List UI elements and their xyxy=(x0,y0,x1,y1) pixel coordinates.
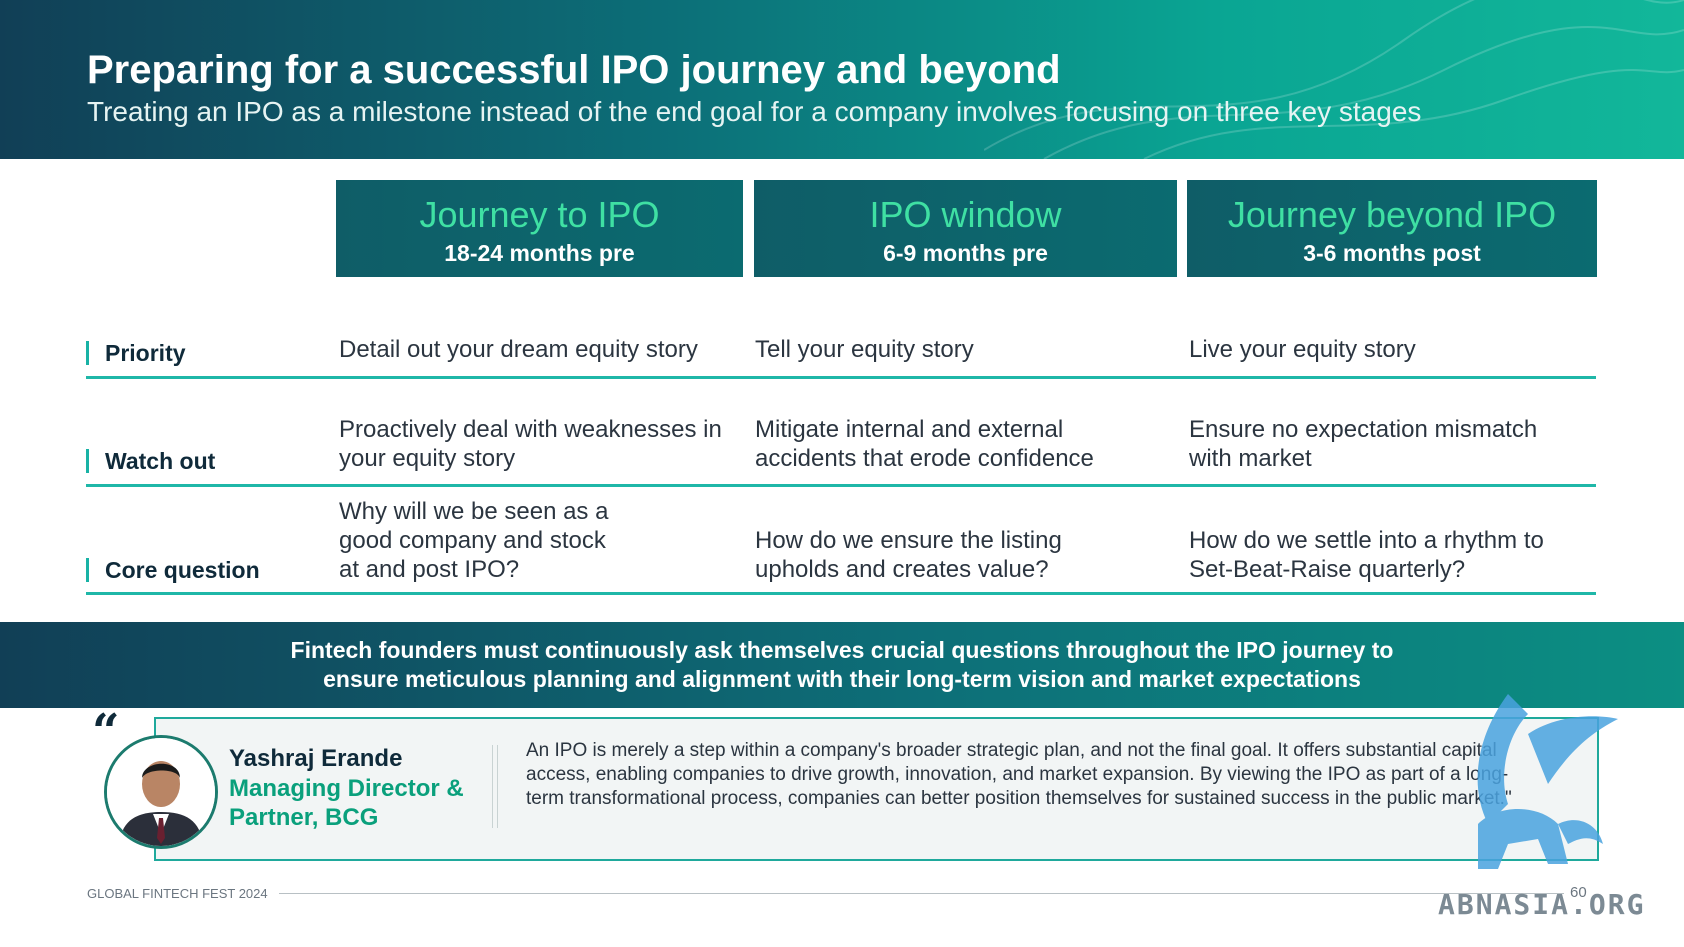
stage-name: Journey to IPO xyxy=(419,194,660,235)
person-name: Yashraj Erande xyxy=(229,745,403,772)
watermark-text: ABNASIA.ORG xyxy=(1438,888,1646,921)
cell-line: good company and stock xyxy=(339,527,606,554)
priority-cell-ipo-window: Tell your equity story xyxy=(755,335,974,364)
watch-out-cell-ipo-window: Mitigate internal and external accidents… xyxy=(755,415,1094,473)
wave-decoration xyxy=(984,0,1684,159)
cell-line: Ensure no expectation mismatch xyxy=(1189,416,1538,443)
row-divider xyxy=(86,484,1596,487)
footer-event-name: GLOBAL FINTECH FEST 2024 xyxy=(87,886,268,901)
stage-header-journey-beyond-ipo: Journey beyond IPO 3-6 months post xyxy=(1187,180,1597,277)
cell-line: your equity story xyxy=(339,445,516,472)
banner-line-2: ensure meticulous planning and alignment… xyxy=(323,666,1361,692)
cell-line: Why will we be seen as a xyxy=(339,498,609,525)
core-question-cell-journey-to-ipo: Why will we be seen as a good company an… xyxy=(339,497,608,584)
cell-line: Set-Beat-Raise quarterly? xyxy=(1189,556,1466,583)
cell-line: Live your equity story xyxy=(1189,336,1416,363)
row-label-priority: Priority xyxy=(86,341,186,365)
priority-cell-journey-beyond-ipo: Live your equity story xyxy=(1189,335,1416,364)
stage-header-ipo-window: IPO window 6-9 months pre xyxy=(754,180,1177,277)
person-role: Managing Director & Partner, BCG xyxy=(229,774,464,832)
page-subtitle: Treating an IPO as a milestone instead o… xyxy=(87,96,1422,127)
person-portrait-icon xyxy=(107,738,215,846)
cell-line: How do we settle into a rhythm to xyxy=(1189,527,1544,554)
quote-text: An IPO is merely a step within a company… xyxy=(526,740,1512,809)
stage-period: 3-6 months post xyxy=(1303,240,1481,266)
core-question-cell-ipo-window: How do we ensure the listing upholds and… xyxy=(755,526,1062,584)
core-question-cell-journey-beyond-ipo: How do we settle into a rhythm to Set-Be… xyxy=(1189,526,1544,584)
cell-line: Tell your equity story xyxy=(755,336,974,363)
cell-line: accidents that erode confidence xyxy=(755,445,1094,472)
header-band: Preparing for a successful IPO journey a… xyxy=(0,0,1684,159)
stage-name: IPO window xyxy=(869,194,1062,235)
page-number: 60 xyxy=(1570,884,1587,901)
avatar xyxy=(104,735,218,849)
key-message-banner: Fintech founders must continuously ask t… xyxy=(0,622,1684,708)
role-line: Partner, BCG xyxy=(229,804,379,831)
watch-out-cell-journey-to-ipo: Proactively deal with weaknesses in your… xyxy=(339,415,722,473)
quote-card xyxy=(154,717,1599,861)
cell-line: Mitigate internal and external xyxy=(755,416,1064,443)
quote-mark-icon: “ xyxy=(92,704,120,760)
stage-period: 18-24 months pre xyxy=(444,240,635,266)
page-title: Preparing for a successful IPO journey a… xyxy=(87,48,1061,92)
watch-out-cell-journey-beyond-ipo: Ensure no expectation mismatch with mark… xyxy=(1189,415,1537,473)
stage-header-journey-to-ipo: Journey to IPO 18-24 months pre xyxy=(336,180,743,277)
quote-divider xyxy=(492,745,498,828)
priority-cell-journey-to-ipo: Detail out your dream equity story xyxy=(339,335,698,364)
stage-period: 6-9 months pre xyxy=(883,240,1048,266)
row-label-core-question: Core question xyxy=(86,558,260,582)
griffin-watermark-icon xyxy=(1477,694,1618,869)
stage-name: Journey beyond IPO xyxy=(1227,194,1557,235)
role-line: Managing Director & xyxy=(229,775,464,802)
cell-line: at and post IPO? xyxy=(339,556,520,583)
banner-line-1: Fintech founders must continuously ask t… xyxy=(290,637,1394,663)
row-divider xyxy=(86,376,1596,379)
cell-line: Detail out your dream equity story xyxy=(339,336,698,363)
row-label-watch-out: Watch out xyxy=(86,449,215,473)
row-divider xyxy=(86,592,1596,595)
footer-divider xyxy=(279,893,1564,894)
cell-line: How do we ensure the listing xyxy=(755,527,1062,554)
cell-line: upholds and creates value? xyxy=(755,556,1049,583)
cell-line: Proactively deal with weaknesses in xyxy=(339,416,722,443)
cell-line: with market xyxy=(1189,445,1312,472)
